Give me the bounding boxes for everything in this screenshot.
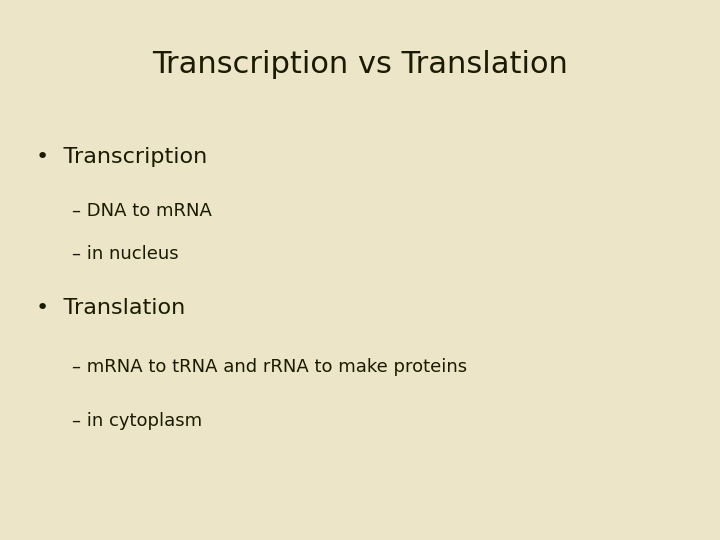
- Text: •  Transcription: • Transcription: [36, 146, 207, 167]
- Text: Transcription vs Translation: Transcription vs Translation: [152, 50, 568, 79]
- Text: – DNA to mRNA: – DNA to mRNA: [72, 201, 212, 220]
- Text: – in cytoplasm: – in cytoplasm: [72, 412, 202, 430]
- Text: – in nucleus: – in nucleus: [72, 245, 179, 263]
- Text: – mRNA to tRNA and rRNA to make proteins: – mRNA to tRNA and rRNA to make proteins: [72, 358, 467, 376]
- Text: •  Translation: • Translation: [36, 298, 185, 318]
